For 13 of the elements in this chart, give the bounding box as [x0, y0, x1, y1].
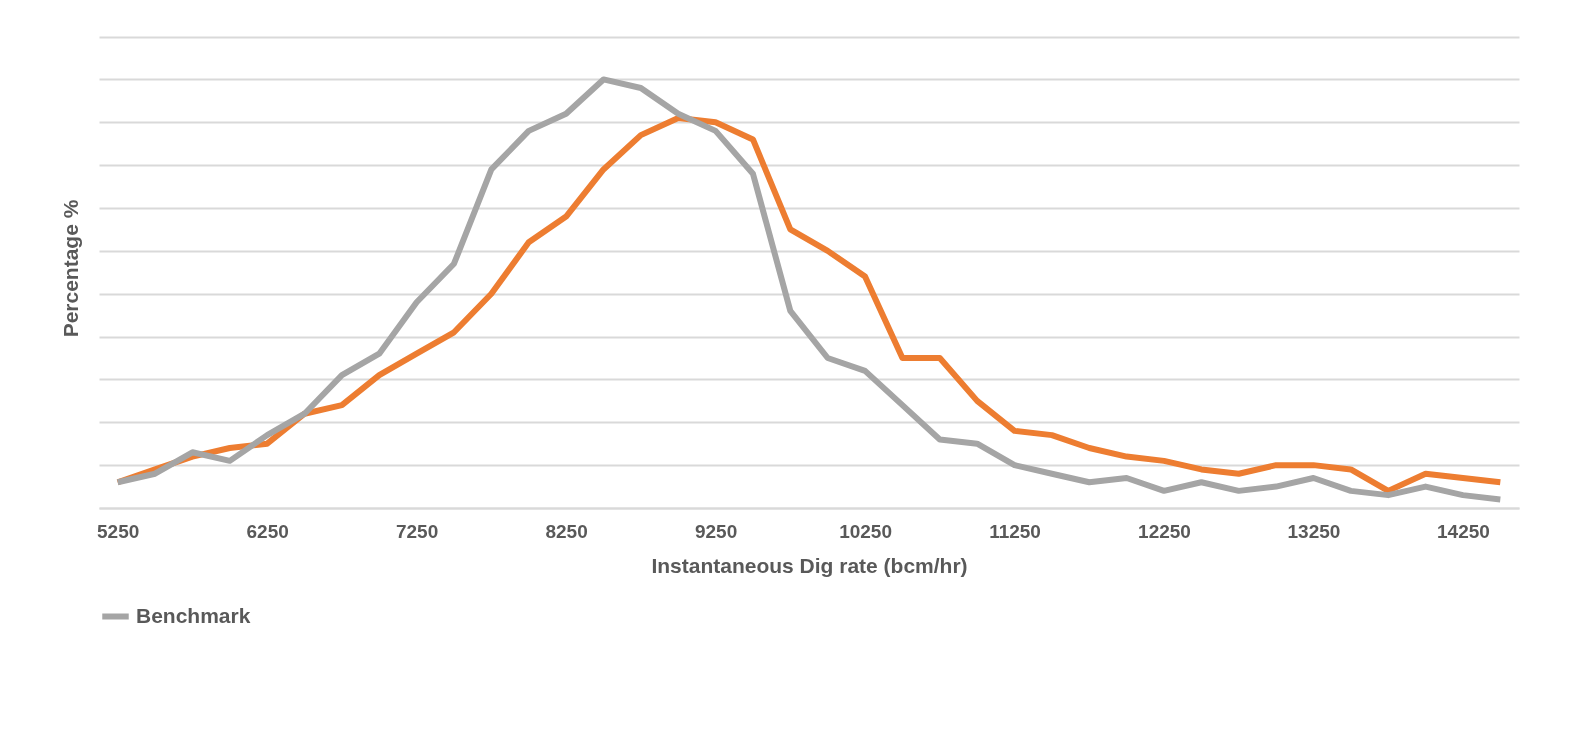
x-axis-title: Instantaneous Dig rate (bcm/hr) [651, 553, 968, 577]
x-tick-label: 10250 [839, 520, 892, 542]
x-tick-label: 9250 [694, 520, 738, 542]
x-tick-label: 14250 [1437, 520, 1490, 542]
x-tick-label: 13250 [1287, 520, 1341, 542]
legend-label: Benchmark [136, 603, 251, 627]
y-axis-title: Percentage % [58, 199, 82, 338]
x-tick-label: 12250 [1138, 520, 1191, 542]
x-tick-label: 7250 [395, 520, 439, 542]
x-tick-label: 8250 [545, 520, 588, 542]
x-tick-label: 5250 [97, 520, 140, 542]
x-tick-label: 6250 [246, 520, 289, 542]
x-tick-label: 11250 [989, 520, 1041, 542]
